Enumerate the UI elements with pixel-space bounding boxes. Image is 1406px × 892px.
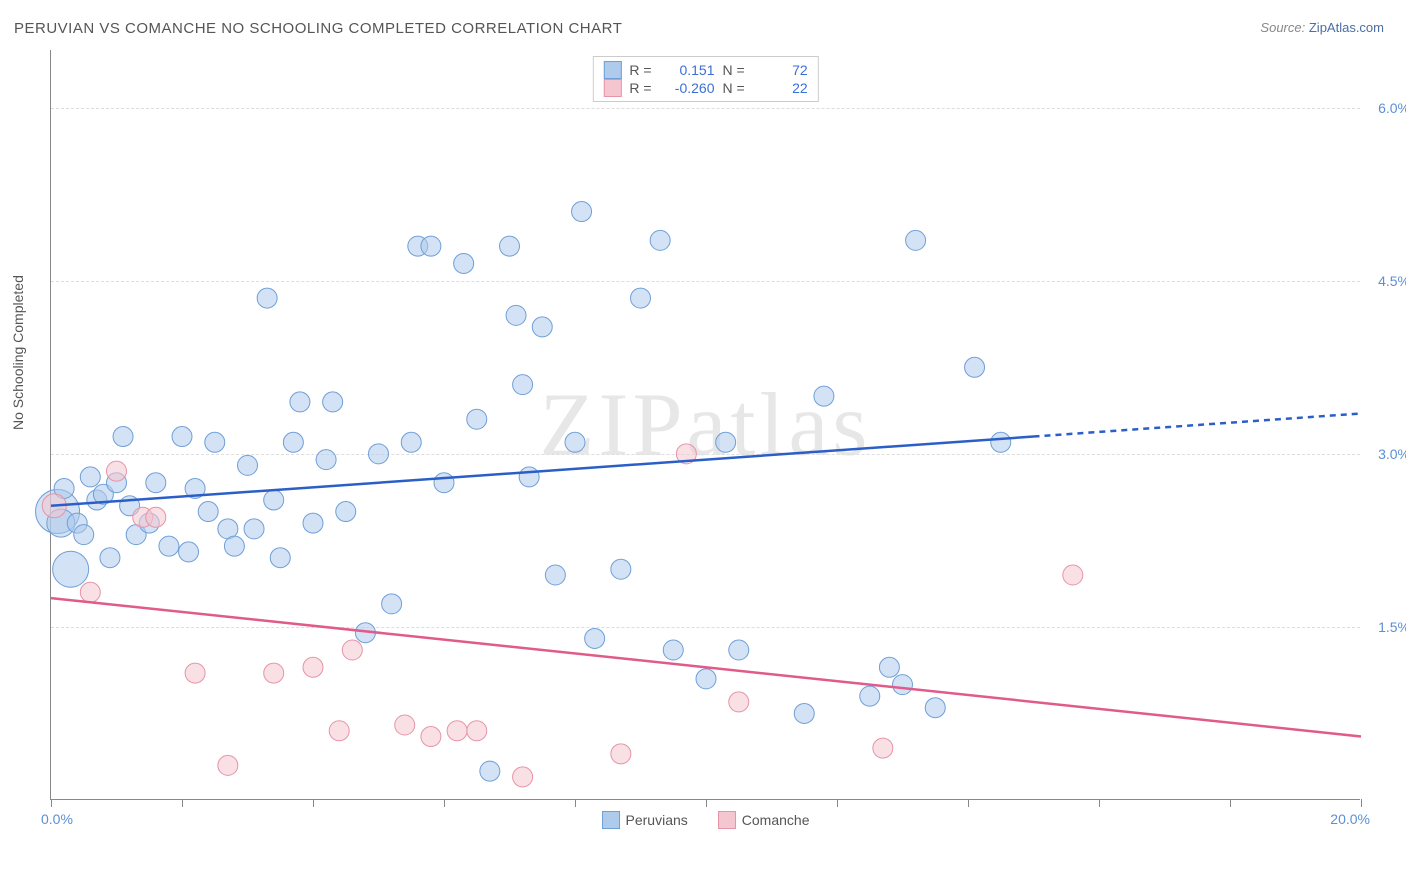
series-legend: Peruvians Comanche — [602, 811, 810, 829]
data-point — [585, 628, 605, 648]
data-point — [716, 432, 736, 452]
data-point — [906, 230, 926, 250]
data-point — [290, 392, 310, 412]
data-point — [401, 432, 421, 452]
legend-item-peruvians: Peruvians — [602, 811, 688, 829]
data-point — [283, 432, 303, 452]
data-point — [421, 236, 441, 256]
data-point — [316, 450, 336, 470]
data-point — [729, 692, 749, 712]
legend-row-comanche: R =-0.260 N =22 — [603, 79, 807, 97]
data-point — [860, 686, 880, 706]
data-point — [611, 559, 631, 579]
data-point — [100, 548, 120, 568]
data-point — [663, 640, 683, 660]
data-point — [342, 640, 362, 660]
data-point — [447, 721, 467, 741]
trend-line — [51, 598, 1361, 736]
data-point — [238, 455, 258, 475]
data-point — [506, 305, 526, 325]
data-point — [179, 542, 199, 562]
data-point — [794, 703, 814, 723]
y-tick-label: 4.5% — [1378, 273, 1406, 289]
data-point — [814, 386, 834, 406]
y-tick-label: 3.0% — [1378, 446, 1406, 462]
data-point — [572, 202, 592, 222]
data-point — [565, 432, 585, 452]
data-point — [879, 657, 899, 677]
data-point — [545, 565, 565, 585]
data-point — [369, 444, 389, 464]
data-point — [421, 727, 441, 747]
data-point — [500, 236, 520, 256]
data-point — [107, 461, 127, 481]
data-point — [198, 502, 218, 522]
legend-item-comanche: Comanche — [718, 811, 810, 829]
data-point — [303, 657, 323, 677]
data-point — [146, 473, 166, 493]
x-tick-label: 20.0% — [1330, 811, 1370, 827]
data-point — [991, 432, 1011, 452]
data-point — [382, 594, 402, 614]
data-point — [74, 525, 94, 545]
data-point — [257, 288, 277, 308]
data-point — [80, 582, 100, 602]
data-point — [480, 761, 500, 781]
data-point — [532, 317, 552, 337]
data-point — [965, 357, 985, 377]
source-link[interactable]: ZipAtlas.com — [1309, 20, 1384, 35]
data-point — [893, 675, 913, 695]
data-point — [454, 253, 474, 273]
data-point — [329, 721, 349, 741]
data-point — [513, 375, 533, 395]
data-point — [873, 738, 893, 758]
data-point — [218, 755, 238, 775]
correlation-legend: R =0.151 N =72 R =-0.260 N =22 — [592, 56, 818, 102]
data-point — [434, 473, 454, 493]
data-point — [611, 744, 631, 764]
data-point — [159, 536, 179, 556]
legend-swatch-icon — [718, 811, 736, 829]
data-point — [264, 663, 284, 683]
y-axis-label: No Schooling Completed — [10, 275, 26, 430]
data-point — [336, 502, 356, 522]
data-point — [631, 288, 651, 308]
data-point — [53, 551, 89, 587]
scatter-svg — [51, 50, 1360, 799]
data-point — [113, 427, 133, 447]
data-point — [224, 536, 244, 556]
chart-title: PERUVIAN VS COMANCHE NO SCHOOLING COMPLE… — [14, 20, 622, 37]
data-point — [172, 427, 192, 447]
data-point — [264, 490, 284, 510]
data-point — [395, 715, 415, 735]
data-point — [146, 507, 166, 527]
data-point — [729, 640, 749, 660]
data-point — [323, 392, 343, 412]
plot-area: ZIPatlas 1.5%3.0%4.5%6.0% R =0.151 N =72… — [50, 50, 1360, 800]
legend-row-peruvians: R =0.151 N =72 — [603, 61, 807, 79]
trend-line — [51, 437, 1034, 506]
y-tick-label: 1.5% — [1378, 619, 1406, 635]
data-point — [185, 663, 205, 683]
data-point — [925, 698, 945, 718]
data-point — [519, 467, 539, 487]
legend-swatch-comanche — [603, 79, 621, 97]
data-point — [270, 548, 290, 568]
x-tick-label: 0.0% — [41, 811, 73, 827]
data-point — [650, 230, 670, 250]
trend-line-extrapolated — [1034, 413, 1362, 436]
y-tick-label: 6.0% — [1378, 100, 1406, 116]
data-point — [467, 409, 487, 429]
legend-swatch-icon — [602, 811, 620, 829]
data-point — [80, 467, 100, 487]
data-point — [1063, 565, 1083, 585]
data-point — [303, 513, 323, 533]
data-point — [696, 669, 716, 689]
legend-swatch-peruvians — [603, 61, 621, 79]
source-attribution: Source: ZipAtlas.com — [1260, 20, 1384, 35]
data-point — [244, 519, 264, 539]
data-point — [205, 432, 225, 452]
data-point — [467, 721, 487, 741]
data-point — [513, 767, 533, 787]
